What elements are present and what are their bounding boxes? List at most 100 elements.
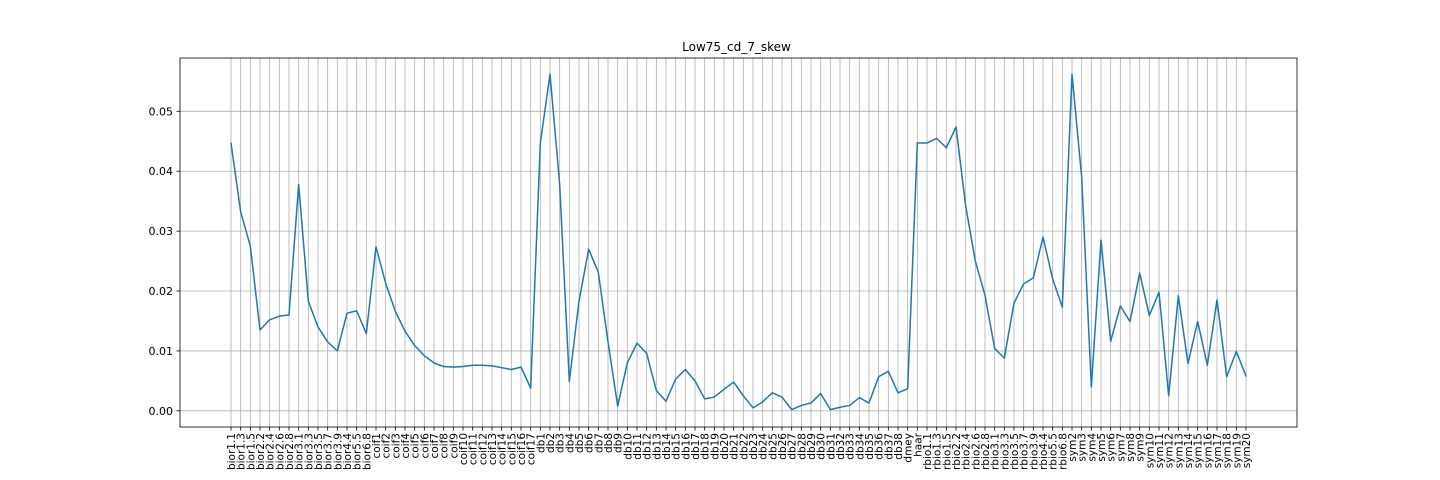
data-point <box>355 310 357 312</box>
x-tick-label: coif4 <box>400 433 412 459</box>
data-point <box>1080 176 1082 178</box>
x-tick-label: coif6 <box>419 433 431 459</box>
x-tick-label: bior1.1 <box>226 433 238 470</box>
x-tick-label: db4 <box>564 433 576 453</box>
data-point <box>955 126 957 128</box>
data-point <box>723 388 725 390</box>
data-point <box>297 183 299 185</box>
x-tick-label: db12 <box>642 433 654 460</box>
y-tick-label: 0.04 <box>149 165 174 178</box>
data-point <box>1109 340 1111 342</box>
x-tick-label: rbio1.1 <box>922 433 934 470</box>
x-tick-label: bior5.5 <box>352 433 364 470</box>
data-point <box>1225 375 1227 377</box>
data-point <box>413 344 415 346</box>
x-tick-label: coif14 <box>497 433 509 465</box>
x-tick-label: db9 <box>613 433 625 453</box>
y-axis: 0.00 0.01 0.02 0.03 0.04 0.05 <box>149 105 180 418</box>
data-point <box>1138 272 1140 274</box>
data-point <box>945 147 947 149</box>
data-point <box>752 407 754 409</box>
x-tick-label: rbio2.6 <box>970 433 982 470</box>
plot-area-frame <box>179 57 1298 428</box>
data-point <box>897 392 899 394</box>
data-point <box>761 401 763 403</box>
data-point <box>877 375 879 377</box>
data-point <box>665 400 667 402</box>
x-tick-label: db33 <box>845 433 857 460</box>
data-point <box>694 380 696 382</box>
data-point <box>1129 320 1131 322</box>
data-point <box>645 352 647 354</box>
data-point <box>230 142 232 144</box>
x-tick-label: db15 <box>671 433 683 460</box>
data-point <box>404 330 406 332</box>
x-tick-label: bior2.6 <box>274 433 286 470</box>
data-point <box>703 398 705 400</box>
x-tick-label: db11 <box>632 433 644 460</box>
x-tick-label: rbio3.5 <box>1009 433 1021 470</box>
data-point <box>568 380 570 382</box>
data-point <box>1167 395 1169 397</box>
x-tick-label: bior4.4 <box>342 433 354 470</box>
x-tick-label: bior3.1 <box>294 433 306 470</box>
x-tick-label: db35 <box>864 433 876 460</box>
data-point <box>375 245 377 247</box>
data-point <box>636 342 638 344</box>
x-tick-label: db27 <box>787 433 799 460</box>
y-tick-label: 0.01 <box>149 345 174 358</box>
x-tick-label: sym18 <box>1222 433 1234 468</box>
x-tick-label: bior1.3 <box>236 433 248 470</box>
x-tick-label: db7 <box>593 433 605 453</box>
x-tick-label: db25 <box>767 433 779 460</box>
x-tick-label: db29 <box>806 433 818 460</box>
data-point <box>626 362 628 364</box>
data-point <box>587 248 589 250</box>
x-tick-label: db36 <box>874 433 886 460</box>
x-tick-label: db30 <box>816 433 828 460</box>
x-tick-label: coif17 <box>526 433 538 465</box>
data-point <box>1071 73 1073 75</box>
data-point <box>916 142 918 144</box>
x-tick-label: db23 <box>748 433 760 460</box>
data-point <box>259 329 261 331</box>
x-tick-label: db13 <box>651 433 663 460</box>
x-tick-label: sym7 <box>1115 433 1127 462</box>
x-tick-label: db26 <box>777 433 789 460</box>
data-point <box>993 347 995 349</box>
data-point <box>578 300 580 302</box>
series-line-group <box>230 73 1247 411</box>
y-tick-label: 0.05 <box>149 105 174 118</box>
data-point <box>858 396 860 398</box>
data-point <box>713 396 715 398</box>
data-point <box>1042 236 1044 238</box>
data-point <box>288 314 290 316</box>
x-tick-label: db3 <box>555 433 567 453</box>
data-point <box>1235 350 1237 352</box>
data-point <box>1148 314 1150 316</box>
data-point <box>481 364 483 366</box>
data-point <box>839 406 841 408</box>
data-point <box>829 408 831 410</box>
data-point <box>1196 320 1198 322</box>
x-tick-label: db19 <box>709 433 721 460</box>
x-tick-label: coif13 <box>487 433 499 465</box>
x-tick-label: db1 <box>535 433 547 453</box>
data-point <box>1245 375 1247 377</box>
series-line <box>230 73 1247 411</box>
data-point <box>394 310 396 312</box>
data-point <box>433 362 435 364</box>
x-tick-label: db31 <box>825 433 837 460</box>
x-tick-label: haar <box>912 432 924 457</box>
data-point <box>1100 239 1102 241</box>
data-point <box>964 205 966 207</box>
x-tick-label: rbio2.8 <box>980 433 992 470</box>
x-tick-label: bior3.7 <box>323 433 335 470</box>
data-point <box>1032 277 1034 279</box>
x-tick-label: sym12 <box>1164 433 1176 468</box>
x-tick-label: rbio2.2 <box>951 433 963 470</box>
x-tick-label: sym9 <box>1135 433 1147 462</box>
x-tick-label: sym15 <box>1193 433 1205 468</box>
x-tick-label: sym14 <box>1183 433 1195 469</box>
